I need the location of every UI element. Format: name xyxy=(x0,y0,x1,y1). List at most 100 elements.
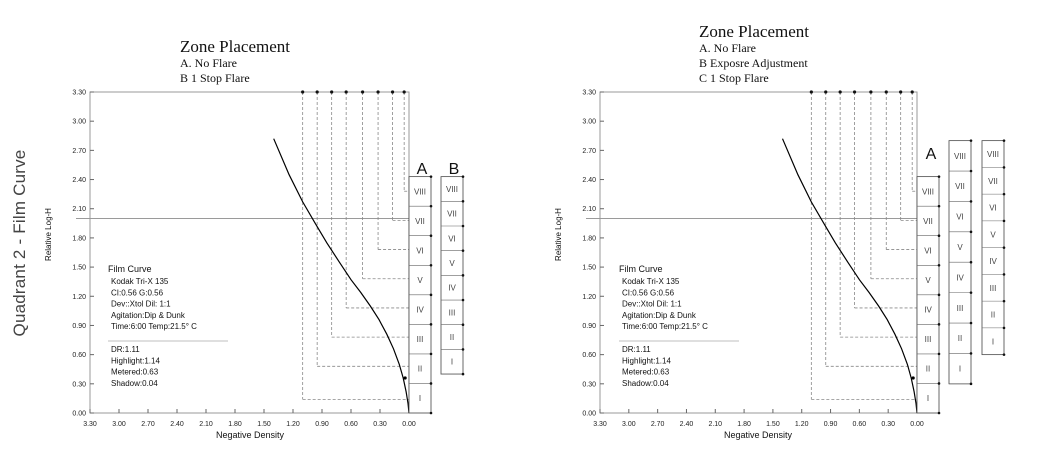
panel-2-x-axis-label: Negative Density xyxy=(724,430,793,440)
panel-1-scale-0-dot-8 xyxy=(429,175,433,178)
panel-1-scale-1-dot-7 xyxy=(461,200,465,203)
panel-1-curve-marker xyxy=(403,376,407,380)
panel-1-scale-1-dot-1 xyxy=(461,348,465,351)
panel-1-scale-0-zone-7: VIII xyxy=(414,187,426,196)
panel-2-scale-0-dot-8 xyxy=(937,175,941,178)
panel-1-x-tick-label-4: 2.10 xyxy=(199,421,213,428)
panel-2-scale-1-dot-6 xyxy=(969,200,973,203)
panel-2-zone-top-dot-7 xyxy=(910,90,914,94)
panel-2-curve-marker xyxy=(911,376,915,380)
panel-2-y-tick-label-11: 3.30 xyxy=(582,90,596,97)
panel-2-scale-0-dot-5 xyxy=(937,263,941,267)
panel-1-y-tick-label-4: 1.20 xyxy=(72,294,86,301)
panel-1-scale-1-dot-4 xyxy=(461,274,465,277)
panel-2-scale-1-dot-2 xyxy=(969,321,973,325)
panel-1-zone-top-dot-3 xyxy=(344,90,348,94)
panel-1-scale-0-dot-3 xyxy=(429,323,433,326)
panel-2-subtitle-3: C 1 Stop Flare xyxy=(699,71,769,85)
panel-2-x-tick-label-6: 1.50 xyxy=(766,421,780,428)
panel-1-legend-line-1: CI:0.56 G:0.56 xyxy=(111,288,164,297)
panel-2-legend-line-2: Dev::Xtol Dil: 1:1 xyxy=(622,300,682,309)
panel-2-scale-1-dot-1 xyxy=(969,352,973,355)
panel-1-y-tick-label-11: 3.30 xyxy=(72,90,86,97)
panel-2-scale-1-zone-6: VII xyxy=(955,182,965,191)
panel-1-scale-0-zone-3: IV xyxy=(416,306,424,315)
panel-2-zone-top-dot-3 xyxy=(852,90,857,94)
panel-2-y-tick-label-3: 0.90 xyxy=(582,323,596,330)
panel-1-scale-0-dot-6 xyxy=(429,234,433,238)
panel-1-scale-label-0: A xyxy=(417,161,428,178)
panel-2-x-tick-label-3: 2.40 xyxy=(680,421,694,428)
panel-1-scale-0-zone-4: V xyxy=(417,276,423,285)
panel-2-scale-0-zone-0: I xyxy=(927,394,929,403)
panel-2-scale-2-zone-2: III xyxy=(990,284,997,293)
panel-1-scale-1-zone-7: VIII xyxy=(446,185,458,194)
panel-2-scale-0-zone-7: VIII xyxy=(922,187,934,196)
panel-2-scale-0-zone-3: IV xyxy=(924,306,932,315)
panel-2-legend-stat-2: Metered:0.63 xyxy=(622,368,670,377)
panel-1-legend-line-0: Kodak Tri-X 135 xyxy=(111,277,169,286)
panel-2-scale-2-dot-8 xyxy=(1002,139,1006,142)
panel-2-scale-2-dot-7 xyxy=(1002,166,1006,169)
panel-2-scale-2-dot-5 xyxy=(1002,219,1006,223)
panel-2-scale-2-dot-1 xyxy=(1002,326,1006,330)
panel-2-legend-line-3: Agitation:Dip & Dunk xyxy=(622,311,697,320)
panel-1-legend-line-4: Time:6:00 Temp:21.5° C xyxy=(111,322,197,331)
panel-1-x-tick-label-6: 1.50 xyxy=(257,421,271,428)
panel-2-scale-1-zone-5: VI xyxy=(956,213,964,222)
panel-2-x-tick-label-2: 2.70 xyxy=(651,421,665,428)
panel-2-x-tick-label-0: 3.30 xyxy=(593,421,607,428)
panel-2-scale-0-dot-6 xyxy=(937,234,941,238)
panel-2-scale-1-zone-0: I xyxy=(959,365,961,374)
panel-1-x-tick-label-8: 0.90 xyxy=(315,421,329,428)
panel-2-scale-1-zone-1: II xyxy=(958,334,962,343)
panel-2-scale-2-dot-6 xyxy=(1002,192,1006,196)
panel-2-title: Zone Placement xyxy=(699,22,809,41)
panel-2-legend-stat-1: Highlight:1.14 xyxy=(622,356,671,365)
panel-2-scale-2-zone-6: VII xyxy=(988,177,998,186)
panel-2-legend-title: Film Curve xyxy=(619,264,663,274)
panel-2-x-tick-label-8: 0.90 xyxy=(824,421,838,428)
panel-1-zone-top-dot-4 xyxy=(361,90,365,94)
panel-2-scale-2-dot-4 xyxy=(1002,246,1006,249)
panel-2-y-tick-label-0: 0.00 xyxy=(582,411,596,418)
panel-2-y-tick-label-8: 2.40 xyxy=(582,177,596,184)
panel-1-zone-top-dot-0 xyxy=(301,90,305,94)
panel-1-legend-line-2: Dev::Xtol Dil: 1:1 xyxy=(111,300,171,309)
panel-2-y-axis-label: Relative Log-H xyxy=(554,208,563,261)
panel-2-scale-1-dot-5 xyxy=(969,230,973,234)
panel-1-scale-1-dot-5 xyxy=(461,249,465,252)
panel-1-legend-stat-0: DR:1.11 xyxy=(111,345,140,354)
panel-2-legend-stat-0: DR:1.11 xyxy=(622,345,651,354)
panel-1-x-tick-label-3: 2.40 xyxy=(170,421,184,428)
panel-2-subtitle-1: A. No Flare xyxy=(699,41,756,55)
panel-2-scale-2-zone-3: IV xyxy=(989,257,997,266)
panel-2-scale-1-dot-7 xyxy=(969,169,973,173)
panel-1-scale-1-dot-3 xyxy=(461,298,465,302)
panel-2-y-tick-label-10: 3.00 xyxy=(582,119,596,126)
panel-1-x-tick-label-11: 0.00 xyxy=(402,421,416,428)
panel-1-y-tick-label-7: 2.10 xyxy=(72,206,86,213)
panel-1-y-tick-label-1: 0.30 xyxy=(72,381,86,388)
panel-1-y-tick-label-8: 2.40 xyxy=(72,177,86,184)
panel-2-scale-2-zone-1: II xyxy=(991,311,995,320)
panel-1-scale-1-zone-6: VII xyxy=(447,210,457,219)
panel-1-scale-0-zone-0: I xyxy=(419,394,421,403)
panel-2-x-tick-label-10: 0.30 xyxy=(881,421,895,428)
panel-2-y-tick-label-2: 0.60 xyxy=(582,352,596,359)
panel-1-scale-1-zone-0: I xyxy=(451,358,453,367)
panel-2-legend-line-1: CI:0.56 G:0.56 xyxy=(622,288,675,297)
panel-1-legend-stat-2: Metered:0.63 xyxy=(111,368,159,377)
panel-2-scale-0-zone-5: VI xyxy=(924,246,932,255)
panel-1-x-tick-label-9: 0.60 xyxy=(344,421,358,428)
panel-1-x-tick-label-1: 3.00 xyxy=(112,421,126,428)
panel-2-y-tick-label-9: 2.70 xyxy=(582,148,596,155)
panel-1-scale-1-zone-1: II xyxy=(450,333,454,342)
panel-2-zone-top-dot-1 xyxy=(824,90,828,94)
panel-2-zone-top-dot-6 xyxy=(899,90,903,94)
panel-2-scale-1-zone-3: IV xyxy=(956,273,964,282)
panel-1-scale-0-dot-0 xyxy=(429,411,433,415)
panel-1-y-tick-label-0: 0.00 xyxy=(72,411,86,418)
panel-1-scale-1-zone-5: VI xyxy=(448,234,456,243)
